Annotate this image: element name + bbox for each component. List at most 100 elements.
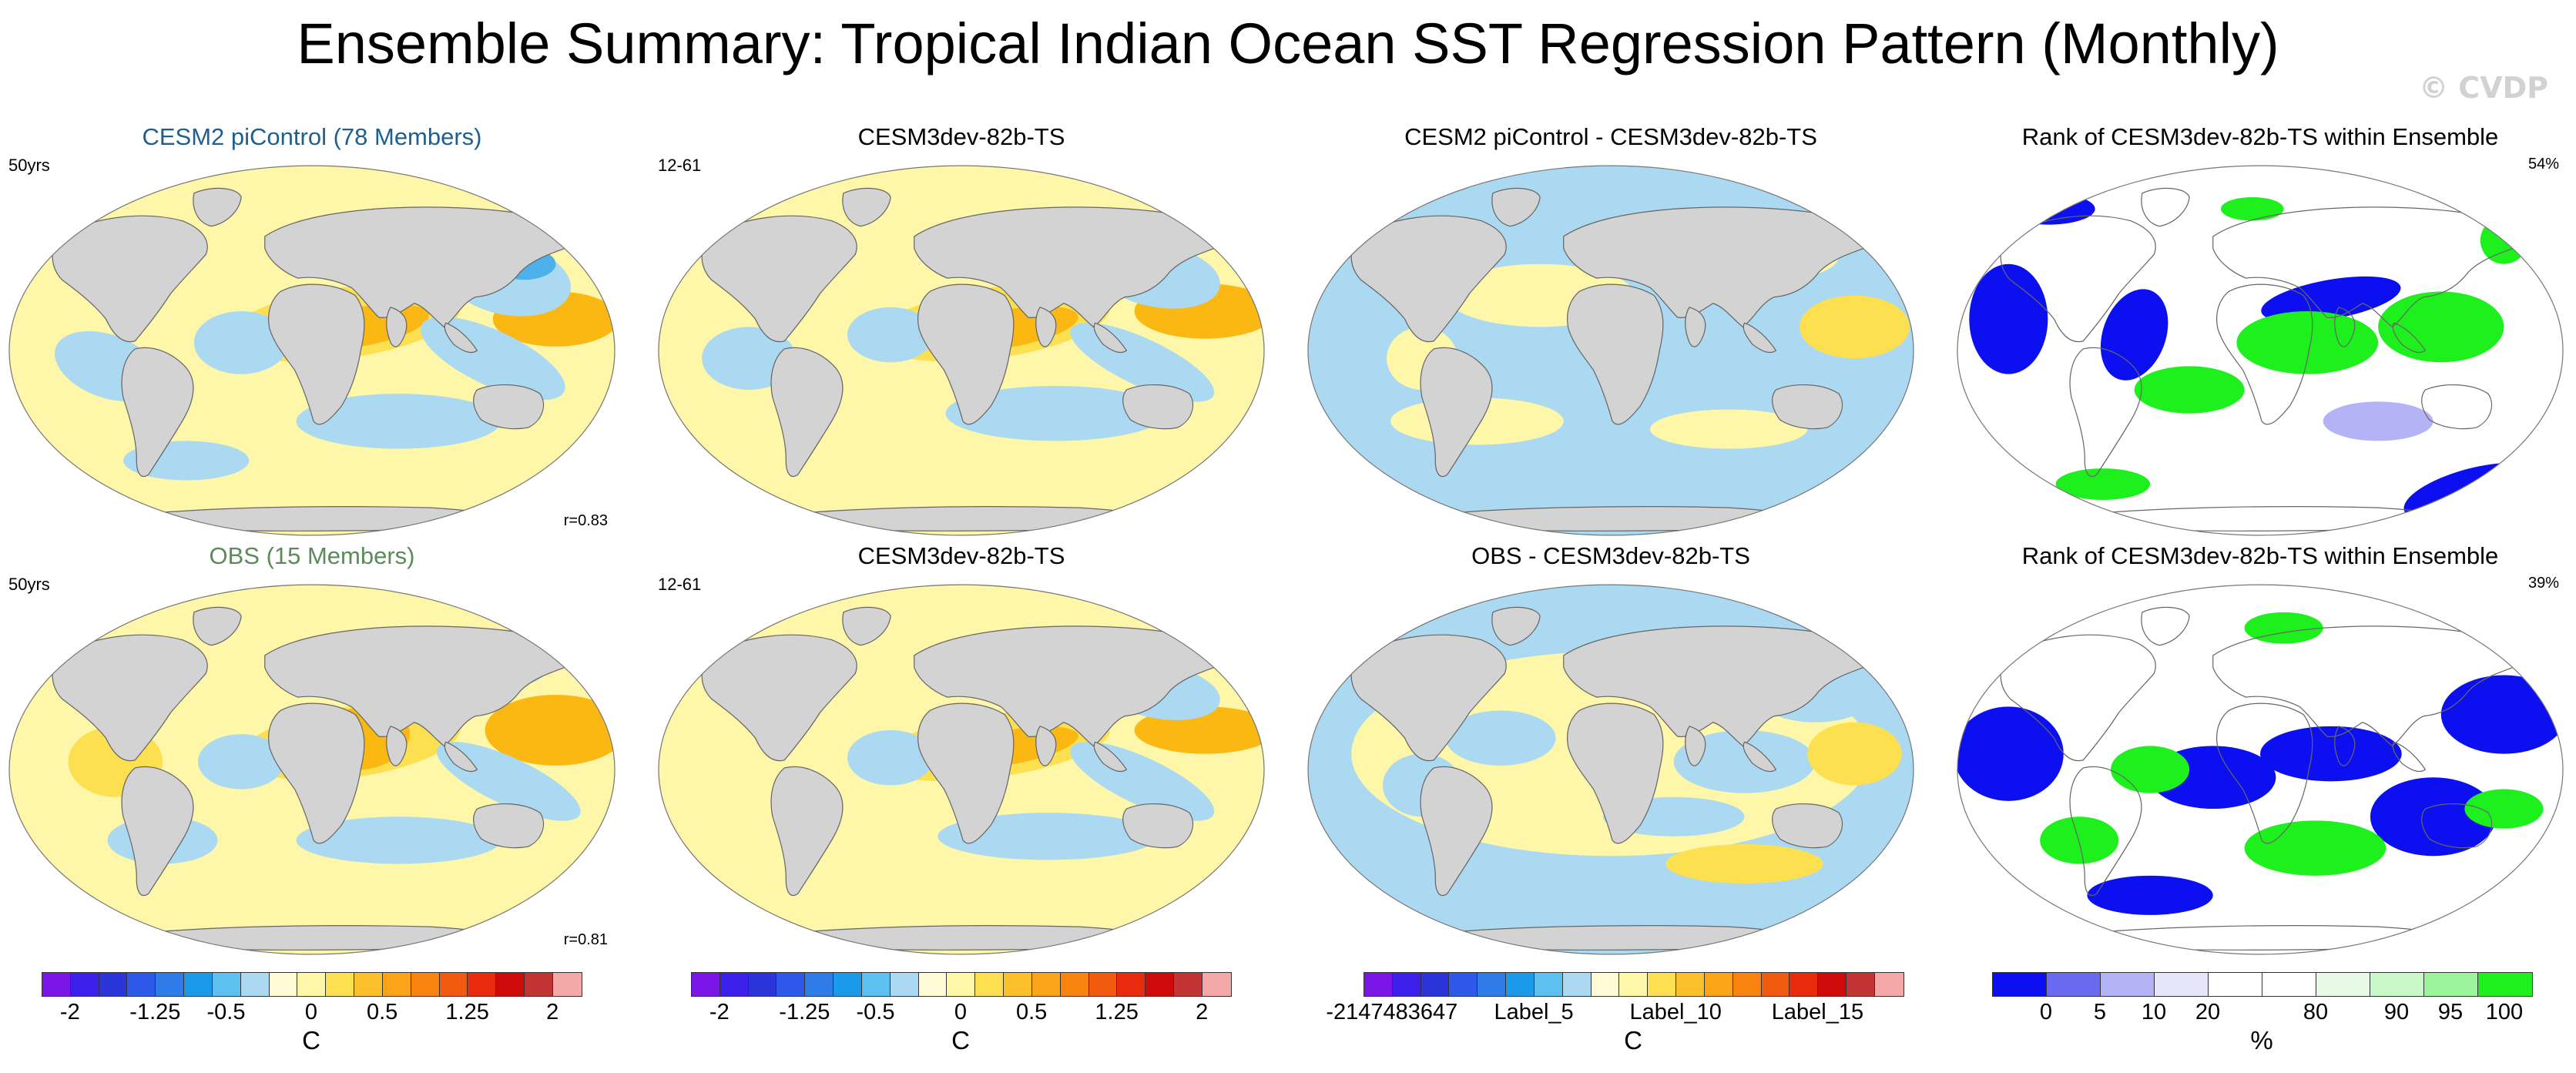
colorbar-tick-label: -2 — [59, 1000, 80, 1024]
land-greenland — [2141, 606, 2190, 646]
colorbar-swatch — [2155, 973, 2209, 996]
map-border — [1957, 584, 2564, 955]
land-south-america — [121, 766, 194, 897]
colorbar-swatch — [834, 973, 862, 996]
colorbar-swatch — [1449, 973, 1478, 996]
colorbar-swatch — [411, 973, 440, 996]
colorbar-swatch — [1676, 973, 1705, 996]
colorbar-swatch — [1392, 973, 1421, 996]
anomaly-southern-warm — [1665, 843, 1823, 884]
colorbar-swatch — [1874, 973, 1903, 996]
colorbar-tick-label: 80 — [2303, 1000, 2329, 1024]
panel-title: CESM2 piControl (78 Members) — [142, 123, 482, 150]
copyright-watermark: © CVDP — [2419, 71, 2548, 105]
land-se-asia — [444, 322, 478, 354]
colorbar-swatches — [1992, 972, 2533, 997]
years-label: 12-61 — [658, 156, 702, 175]
anomaly-southern-high — [2055, 468, 2151, 500]
land-south-america — [2069, 766, 2142, 897]
anomaly-southern-high — [2244, 820, 2386, 876]
land-africa — [917, 283, 1015, 425]
colorbar-swatch — [1031, 973, 1061, 996]
colorbar-swatch — [890, 973, 919, 996]
colorbar-tick-label: 0 — [304, 1000, 318, 1024]
colorbar-swatch — [1506, 973, 1535, 996]
colorbar-swatch — [156, 973, 185, 996]
land-india — [1685, 307, 1706, 347]
anomaly-indian-high — [2236, 310, 2379, 374]
land-south-america — [770, 347, 844, 478]
colorbar-3: -2147483647 Label_5 Label_10 Label_15 C — [1326, 972, 1918, 1057]
land-north-america — [1350, 215, 1507, 343]
colorbar-swatch — [468, 973, 497, 996]
colorbar-swatch — [297, 973, 327, 996]
colorbar-units: C — [1624, 1026, 1642, 1055]
colorbar-swatch — [1534, 973, 1563, 996]
colorbar-swatch — [1088, 973, 1118, 996]
land-greenland — [1491, 606, 1541, 646]
anomaly-south-atlantic-high — [2134, 366, 2245, 414]
colorbar-swatch — [326, 973, 355, 996]
panel-title: OBS - CESM3dev-82b-TS — [1471, 542, 1750, 569]
colorbar-swatch — [692, 973, 720, 996]
anomaly-southern-mid — [2323, 401, 2433, 441]
colorbar-swatch — [552, 973, 582, 996]
colorbar-swatches — [1363, 972, 1904, 997]
panel-rank: Rank of CESM3dev-82b-TS within Ensemble … — [1952, 123, 2568, 539]
land-australia — [1122, 803, 1194, 849]
colorbar-swatch — [1145, 973, 1175, 996]
colorbar-swatch — [2262, 973, 2316, 996]
land-africa — [1567, 702, 1664, 844]
anomaly-atlantic-cool — [847, 729, 934, 786]
colorbar-swatch — [1174, 973, 1202, 996]
colorbar-tick-label: 20 — [2195, 1000, 2221, 1024]
land-india — [1035, 307, 1057, 347]
colorbar-swatch — [1993, 973, 2047, 996]
colorbar-swatch — [269, 973, 298, 996]
colorbar-swatch — [1648, 973, 1677, 996]
land-africa — [2216, 702, 2313, 844]
colorbar-swatch — [439, 973, 468, 996]
map — [8, 165, 615, 536]
map — [8, 584, 615, 955]
panel-title: CESM3dev-82b-TS — [857, 542, 1065, 569]
land-europe-asia — [914, 206, 1219, 328]
colorbar-swatch — [776, 973, 806, 996]
anomaly-indian-low — [2260, 726, 2402, 782]
land-australia — [473, 803, 545, 849]
anomaly-pacific-high — [2464, 789, 2544, 829]
map-content — [8, 166, 615, 535]
land-africa — [917, 702, 1015, 844]
colorbar-4: 0 5 10 20 80 90 95 100% — [1992, 972, 2547, 1057]
colorbar-tick-label: 5 — [2093, 1000, 2107, 1024]
land-europe-asia — [1563, 625, 1869, 747]
colorbar-swatches — [42, 972, 582, 997]
map-content — [8, 585, 615, 954]
panel-title: Rank of CESM3dev-82b-TS within Ensemble — [2021, 123, 2499, 150]
colorbar-swatch — [1704, 973, 1733, 996]
map-border — [658, 584, 1265, 955]
land-australia — [2421, 384, 2493, 430]
land-se-asia — [2392, 322, 2427, 354]
land-south-america — [1420, 347, 1493, 478]
colorbar-swatch — [1619, 973, 1649, 996]
colorbar-tick-label: 95 — [2437, 1000, 2464, 1024]
colorbar-swatch — [2209, 973, 2262, 996]
map-border — [1307, 584, 1914, 955]
colorbar-swatch — [719, 973, 749, 996]
colorbar-swatch — [42, 973, 71, 996]
map — [1957, 165, 2564, 536]
pattern-correlation: r=0.81 — [563, 931, 608, 948]
map-content — [1307, 585, 1914, 954]
anomaly-atlantic-cool — [197, 734, 285, 790]
colorbar-units: C — [302, 1026, 320, 1055]
anomaly-east-pacific-warm — [1800, 295, 1910, 359]
land-india — [1685, 726, 1706, 766]
land-europe-asia — [914, 625, 1219, 747]
anomaly-atlantic-cool — [847, 307, 934, 363]
rank-percent: 39% — [2527, 575, 2559, 592]
colorbar-swatch — [975, 973, 1005, 996]
land-australia — [1772, 384, 1843, 430]
map — [1307, 584, 1914, 955]
colorbar-tick-label: -1.25 — [129, 1000, 181, 1024]
